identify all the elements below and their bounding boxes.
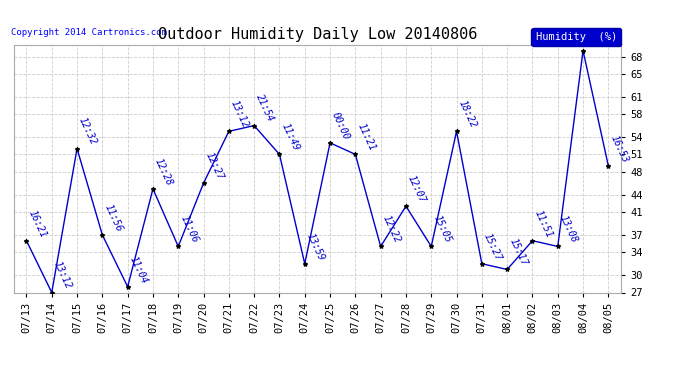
Text: 00:00: 00:00 [330,110,351,141]
Point [502,267,513,273]
Text: 13:12: 13:12 [52,260,73,291]
Text: 12:22: 12:22 [381,214,402,245]
Point [451,128,462,134]
Text: Copyright 2014 Cartronics.com: Copyright 2014 Cartronics.com [11,28,167,37]
Point [46,290,57,296]
Point [248,123,259,129]
Point [122,284,133,290]
Point [400,203,411,209]
Point [172,243,184,249]
Point [21,238,32,244]
Text: 11:04: 11:04 [128,254,149,285]
Point [578,48,589,54]
Text: 12:32: 12:32 [77,116,99,147]
Point [224,128,235,134]
Text: 13:12: 13:12 [229,99,250,130]
Legend: Humidity  (%): Humidity (%) [531,28,621,46]
Text: 18:22: 18:22 [457,99,478,130]
Point [476,261,487,267]
Text: 12:07: 12:07 [406,174,427,204]
Point [350,152,361,157]
Point [552,243,563,249]
Text: 13:08: 13:08 [558,214,579,245]
Text: 12:28: 12:28 [153,156,175,187]
Point [97,232,108,238]
Point [148,186,159,192]
Point [426,243,437,249]
Point [603,163,614,169]
Text: 16:53: 16:53 [609,133,630,164]
Point [274,152,285,157]
Point [324,140,335,146]
Point [375,243,386,249]
Text: 12:27: 12:27 [204,151,225,182]
Text: 11:51: 11:51 [533,208,554,239]
Text: 11:21: 11:21 [355,122,377,153]
Text: 15:17: 15:17 [507,237,529,268]
Text: 16:21: 16:21 [26,208,48,239]
Title: Outdoor Humidity Daily Low 20140806: Outdoor Humidity Daily Low 20140806 [158,27,477,42]
Point [198,180,209,186]
Text: 15:27: 15:27 [482,231,503,262]
Point [299,261,310,267]
Text: 11:06: 11:06 [178,214,199,245]
Text: 11:49: 11:49 [279,122,301,153]
Point [72,146,83,152]
Text: 13:59: 13:59 [305,231,326,262]
Point [527,238,538,244]
Text: 11:56: 11:56 [102,202,124,233]
Text: 21:54: 21:54 [254,93,275,124]
Text: 15:05: 15:05 [431,214,453,245]
